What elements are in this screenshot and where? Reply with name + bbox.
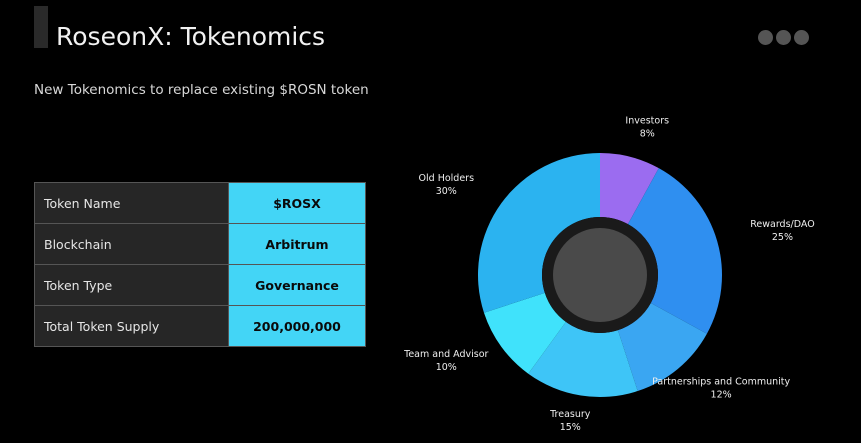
donut-center (553, 228, 647, 322)
row: Total Token Supply 200,000,000 (34, 305, 366, 347)
value: Arbitrum (228, 223, 366, 265)
value: $ROSX (228, 182, 366, 224)
slice-label: Investors (625, 116, 669, 127)
row: Token Name $ROSX (34, 182, 366, 224)
slice-label: Partnerships and Community (652, 377, 790, 388)
slice-value: 25% (772, 232, 793, 243)
slice (477, 153, 600, 313)
key: Token Name (34, 182, 229, 224)
slice-value: 10% (436, 362, 457, 373)
title: RoseonX: Tokenomics (56, 22, 326, 51)
slice-value: 15% (560, 422, 581, 433)
key: Token Type (34, 264, 229, 306)
value: 200,000,000 (228, 305, 366, 347)
token-table: Token Name $ROSX Blockchain Arbitrum Token… (34, 182, 366, 347)
key: Blockchain (34, 223, 229, 265)
slice-label: Rewards/DAO (750, 219, 815, 230)
row: Blockchain Arbitrum (34, 223, 366, 265)
slice-label: Old Holders (419, 173, 475, 184)
subtitle: New Tokenomics to replace existing $ROSN… (34, 82, 369, 98)
slice (528, 321, 638, 397)
slice-value: 12% (711, 390, 732, 401)
key: Total Token Supply (34, 305, 229, 347)
slice-label: Treasury (549, 409, 591, 420)
slice (600, 153, 659, 225)
menu-dots (758, 30, 812, 49)
slice-value: 8% (640, 129, 655, 140)
title-bar (34, 6, 48, 48)
slice-value: 30% (436, 186, 457, 197)
slice (627, 168, 722, 334)
slice-label: Team and Advisor (403, 349, 488, 360)
slice (617, 302, 707, 392)
slice (483, 292, 566, 374)
